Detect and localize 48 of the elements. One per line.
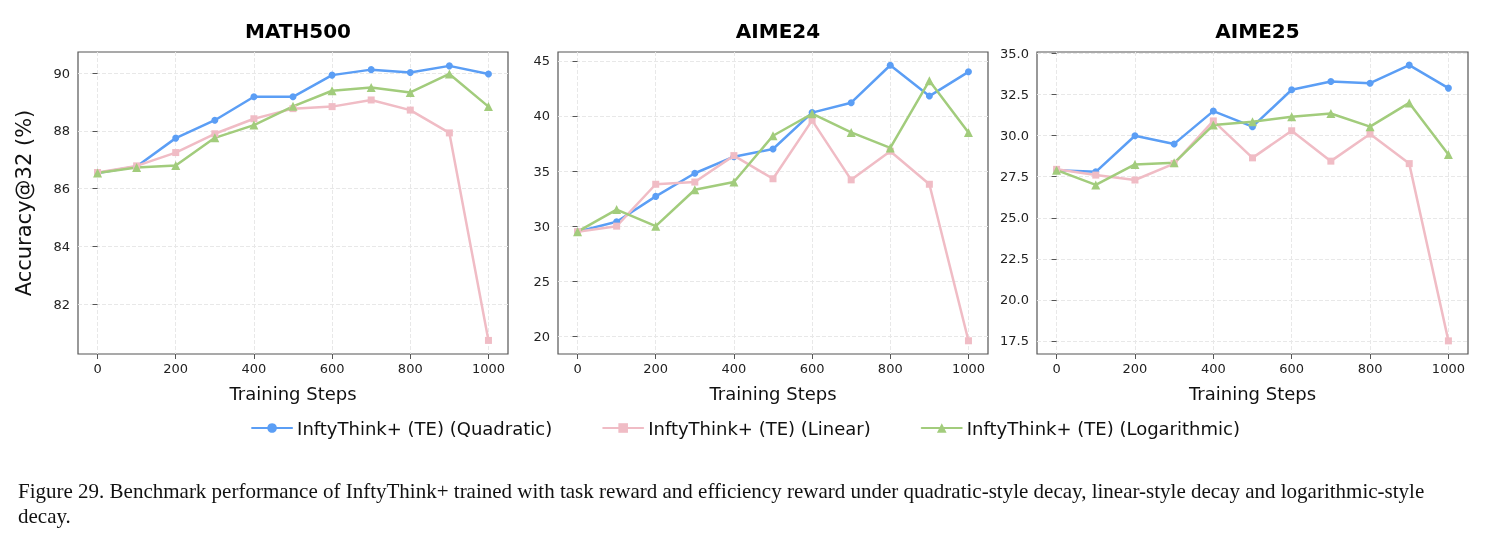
x-tick-label: 400 [241, 361, 267, 376]
chart-title: MATH500 [245, 19, 351, 43]
y-tick-label: 20.0 [1000, 292, 1029, 308]
x-tick-label: 0 [573, 361, 582, 376]
y-tick-label: 35.0 [1000, 46, 1029, 62]
legend-label: InftyThink+ (TE) (Quadratic) [297, 417, 553, 439]
y-tick-label: 25 [533, 273, 550, 289]
y-axis-title: Accuracy@32 (%) [11, 109, 36, 297]
x-axis-title: Training Steps [708, 382, 837, 404]
y-tick-label: 22.5 [1000, 251, 1029, 267]
y-tick-label: 90 [53, 65, 70, 81]
x-tick-label: 1000 [951, 361, 985, 376]
y-tick-label: 30 [533, 218, 550, 234]
y-tick-label: 30.0 [1000, 128, 1029, 144]
chart-title: AIME24 [735, 19, 821, 43]
x-tick-label: 0 [93, 361, 102, 376]
y-tick-label: 35 [533, 163, 550, 179]
y-tick-label: 40 [533, 108, 550, 124]
x-axis-title: Training Steps [1187, 382, 1317, 404]
x-tick-label: 800 [397, 361, 423, 376]
x-axis-title: Training Steps [228, 382, 357, 404]
x-tick-label: 200 [163, 361, 189, 376]
legend-label: InftyThink+ (TE) (Logarithmic) [966, 417, 1240, 439]
y-tick-label: 88 [53, 123, 70, 139]
y-tick-label: 20 [533, 328, 550, 344]
x-tick-label: 400 [1200, 361, 1226, 376]
legend-label: InftyThink+ (TE) (Linear) [648, 417, 871, 439]
y-tick-label: 25.0 [1000, 210, 1029, 226]
x-tick-label: 800 [1357, 361, 1383, 376]
x-tick-label: 200 [643, 361, 669, 376]
y-tick-label: 84 [53, 238, 70, 254]
x-tick-label: 800 [877, 361, 903, 376]
y-tick-label: 45 [533, 53, 550, 69]
x-tick-label: 0 [1052, 361, 1061, 376]
y-tick-label: 27.5 [1000, 169, 1029, 185]
x-tick-label: 600 [799, 361, 825, 376]
y-tick-label: 82 [53, 296, 70, 312]
x-tick-label: 200 [1122, 361, 1148, 376]
x-tick-label: 600 [1279, 361, 1305, 376]
y-tick-label: 17.5 [1000, 333, 1029, 349]
chart-title: AIME25 [1215, 19, 1300, 43]
caption: Figure 29. Benchmark performance of InftyThink+ trained with task reward and efficiency reward under quadratic-style decay, linear-style decay and logarithmic-style decay. [18, 478, 1430, 528]
x-tick-label: 400 [721, 361, 747, 376]
x-tick-label: 600 [319, 361, 345, 376]
y-tick-label: 86 [53, 181, 70, 197]
x-tick-label: 1000 [471, 361, 505, 376]
x-tick-label: 1000 [1431, 361, 1465, 376]
y-tick-label: 32.5 [1000, 87, 1029, 103]
